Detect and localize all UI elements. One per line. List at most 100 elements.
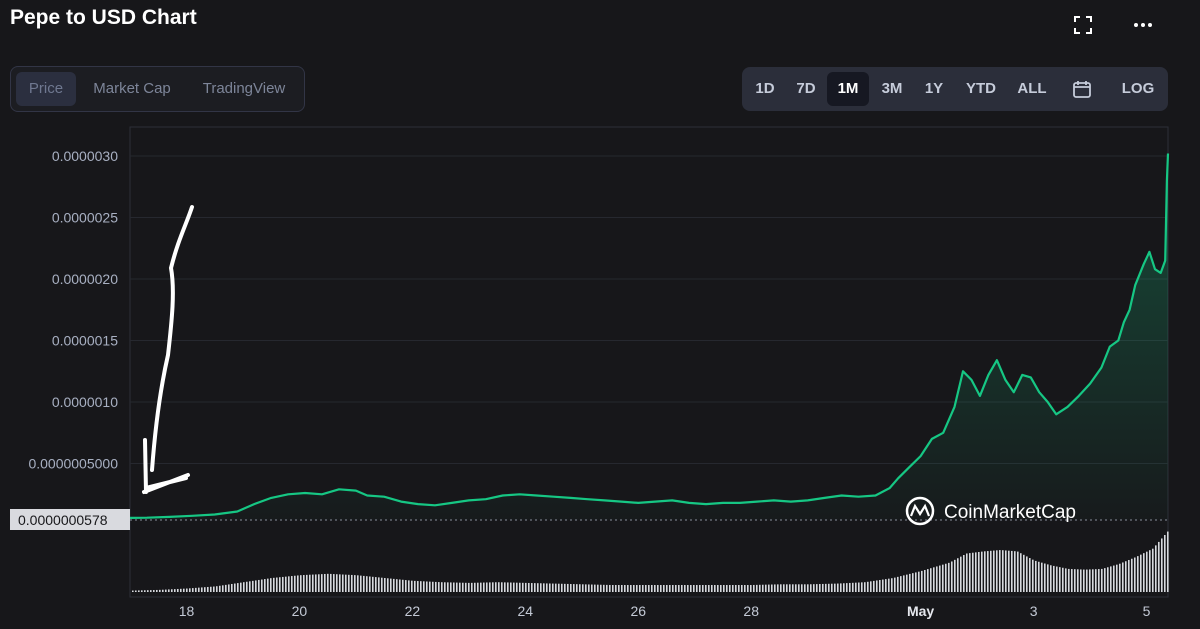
- volume-bar: [723, 585, 725, 592]
- volume-bar: [276, 577, 278, 592]
- volume-bar: [243, 582, 245, 592]
- volume-bar: [444, 582, 446, 592]
- volume-bar: [945, 563, 947, 592]
- volume-bar: [696, 585, 698, 592]
- tab-tradingview[interactable]: TradingView: [202, 80, 286, 97]
- volume-bar: [543, 583, 545, 592]
- volume-bar: [159, 589, 161, 592]
- y-tick-label: 0.0000005000: [28, 456, 118, 472]
- volume-bar: [744, 585, 746, 592]
- volume-bar: [534, 583, 536, 592]
- volume-bar: [252, 580, 254, 592]
- volume-bar: [1041, 562, 1043, 592]
- volume-bar: [648, 585, 650, 592]
- volume-bar: [489, 582, 491, 592]
- volume-bar: [579, 584, 581, 592]
- volume-bar: [477, 582, 479, 592]
- volume-bar: [912, 573, 914, 592]
- volume-bar: [1062, 567, 1064, 592]
- volume-bar: [1065, 568, 1067, 592]
- volume-bar: [528, 582, 530, 592]
- volume-bars: [132, 531, 1169, 592]
- tab-price[interactable]: Price: [16, 72, 76, 106]
- volume-bar: [690, 585, 692, 592]
- volume-bar: [645, 585, 647, 592]
- volume-bar: [513, 582, 515, 592]
- volume-bar: [993, 550, 995, 592]
- volume-bar: [996, 550, 998, 592]
- volume-bar: [564, 583, 566, 592]
- volume-bar: [609, 584, 611, 592]
- volume-bar: [141, 590, 143, 592]
- range-3m[interactable]: 3M: [881, 80, 903, 97]
- volume-bar: [321, 574, 323, 592]
- volume-bar: [273, 577, 275, 592]
- volume-bar: [546, 583, 548, 592]
- volume-bar: [1095, 569, 1097, 592]
- range-7d[interactable]: 7D: [796, 80, 816, 97]
- volume-bar: [333, 574, 335, 592]
- volume-bar: [984, 551, 986, 592]
- volume-bar: [858, 582, 860, 592]
- volume-bar: [156, 589, 158, 592]
- volume-bar: [201, 587, 203, 592]
- volume-bar: [864, 582, 866, 592]
- range-all[interactable]: ALL: [1017, 80, 1047, 97]
- volume-bar: [1083, 569, 1085, 592]
- volume-bar: [471, 582, 473, 592]
- volume-bar: [729, 585, 731, 592]
- volume-bar: [288, 576, 290, 592]
- calendar-icon[interactable]: [1064, 72, 1100, 106]
- volume-bar: [537, 583, 539, 592]
- volume-bar: [702, 585, 704, 592]
- volume-bar: [714, 585, 716, 592]
- volume-bar: [885, 579, 887, 592]
- volume-bar: [264, 579, 266, 592]
- volume-bar: [1131, 558, 1133, 592]
- volume-bar: [969, 553, 971, 592]
- volume-bar: [753, 584, 755, 592]
- watermark-text: CoinMarketCap: [944, 502, 1076, 523]
- volume-bar: [924, 570, 926, 592]
- volume-bar: [369, 576, 371, 592]
- volume-bar: [705, 585, 707, 592]
- volume-bar: [651, 585, 653, 592]
- volume-bar: [633, 585, 635, 592]
- volume-bar: [1008, 550, 1010, 592]
- volume-bar: [402, 579, 404, 592]
- range-1y[interactable]: 1Y: [924, 80, 944, 97]
- volume-bar: [204, 587, 206, 592]
- more-horizontal-icon[interactable]: [1130, 14, 1156, 40]
- volume-bar: [786, 584, 788, 592]
- range-1m[interactable]: 1M: [827, 72, 869, 106]
- range-1d[interactable]: 1D: [755, 80, 775, 97]
- fullscreen-icon[interactable]: [1070, 14, 1096, 40]
- volume-bar: [408, 580, 410, 592]
- volume-bar: [1161, 538, 1163, 592]
- volume-bar: [1149, 550, 1151, 592]
- range-ytd[interactable]: YTD: [966, 80, 996, 97]
- y-tick-label: 0.0000025: [52, 210, 118, 226]
- volume-bar: [1053, 565, 1055, 592]
- volume-bar: [879, 579, 881, 592]
- tab-market-cap[interactable]: Market Cap: [93, 80, 171, 97]
- volume-bar: [621, 585, 623, 592]
- volume-bar: [783, 584, 785, 592]
- volume-bar: [576, 584, 578, 592]
- volume-bar: [810, 584, 812, 592]
- volume-bar: [897, 576, 899, 592]
- volume-bar: [168, 589, 170, 592]
- volume-bar: [165, 589, 167, 592]
- volume-bar: [492, 582, 494, 592]
- log-scale-toggle[interactable]: LOG: [1121, 80, 1155, 97]
- hand-drawn-arrowhead: [142, 438, 190, 494]
- volume-bar: [675, 585, 677, 592]
- volume-bar: [552, 583, 554, 592]
- volume-bar: [657, 585, 659, 592]
- volume-bar: [1167, 531, 1169, 592]
- volume-bar: [768, 584, 770, 592]
- volume-bar: [861, 582, 863, 592]
- time-range-selector: 1D 7D 1M 3M 1Y YTD ALL LOG: [742, 67, 1168, 111]
- y-tick-label: 0.0000010: [52, 394, 118, 410]
